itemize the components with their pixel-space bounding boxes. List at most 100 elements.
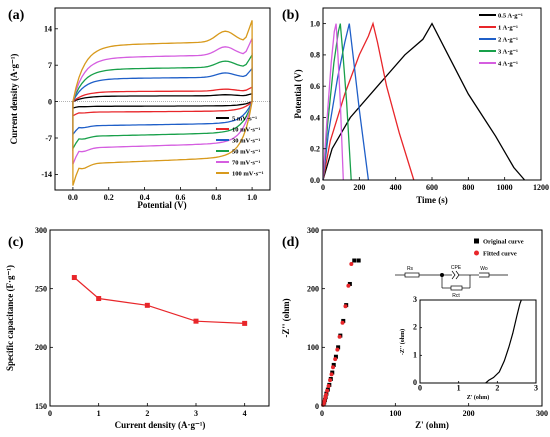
inset-background <box>420 300 536 383</box>
y-tick-label: 14 <box>44 25 52 34</box>
x-tick-label: 400 <box>390 183 402 192</box>
y-tick-label: 0.8 <box>310 51 320 60</box>
y-tick-label: 0.6 <box>310 82 320 91</box>
y-tick-label: 0 <box>48 97 52 106</box>
nyquist-fitted-point <box>329 372 334 377</box>
x-tick-label: 200 <box>463 409 475 418</box>
panel-d-inset: 0 1 2 3 0 1 2 3 Z' (ohm) -Z'' (ohm) <box>399 295 538 401</box>
y-tick-label: -14 <box>41 170 52 179</box>
nyquist-fitted-point <box>343 304 348 309</box>
inset-y-axis-title: -Z'' (ohm) <box>399 329 406 355</box>
panel-b-legend: 0.5 A·g⁻¹ 1 A·g⁻¹ 2 A·g⁻¹ 3 A·g⁻¹ 4 A·g⁻¹ <box>479 13 523 68</box>
nyquist-original-point <box>336 345 341 350</box>
panel-a-frame <box>54 7 271 191</box>
circuit-cpe-label: CPE <box>451 265 462 271</box>
panel-c-x-ticks: 0 1 2 3 4 <box>48 403 247 418</box>
x-tick-label: 4 <box>243 409 247 418</box>
nyquist-fitted-point <box>328 378 333 383</box>
legend-label-1: Fitted curve <box>483 251 517 258</box>
legend-label-5: 100 mV·s⁻¹ <box>232 171 264 178</box>
panel-d-plot-area <box>321 258 361 407</box>
y-tick-label: 300 <box>35 226 47 235</box>
x-tick-label: 1.0 <box>247 193 257 202</box>
x-tick-label: 300 <box>536 409 548 418</box>
nyquist-fitted-point <box>337 334 342 339</box>
circuit-rct-label: Rct <box>452 293 460 299</box>
inset-y-ticks: 0 1 2 3 <box>413 295 422 387</box>
x-tick-label: 1200 <box>533 183 549 192</box>
panel-b-x-axis-title: Time (s) <box>416 195 448 205</box>
cv-curve-4 <box>72 38 253 165</box>
gcd-curve-2 <box>322 23 370 181</box>
x-tick-label: 800 <box>462 183 474 192</box>
nyquist-fitted-point <box>335 347 340 352</box>
circuit-rs-resistor <box>404 272 420 278</box>
y-tick-label: 100 <box>307 343 319 352</box>
circuit-wo-label: Wo <box>480 266 488 272</box>
panel-b-frame <box>322 7 542 181</box>
capacitance-point <box>193 318 199 324</box>
y-tick-label: 0.4 <box>310 113 320 122</box>
panel-d-y-axis-title: -Z'' (ohm) <box>281 298 291 337</box>
capacitance-point <box>96 296 102 302</box>
inset-x-axis-title: Z' (ohm) <box>467 394 490 401</box>
legend-marker-circle <box>474 250 479 256</box>
x-tick-label: 1 <box>97 409 101 418</box>
y-tick-label: 7 <box>48 61 52 70</box>
y-tick-label: 3 <box>413 295 417 304</box>
x-tick-label: 0 <box>320 409 324 418</box>
y-tick-label: 0 <box>315 402 319 411</box>
panel-a-y-ticks: -14 -7 0 7 14 <box>41 25 58 179</box>
x-tick-label: 1000 <box>497 183 513 192</box>
panel-c-frame <box>49 229 270 407</box>
nyquist-fitted-point <box>325 388 330 393</box>
y-tick-label: 0.2 <box>310 145 320 154</box>
y-tick-label: 2 <box>413 323 417 332</box>
nyquist-fitted-point <box>333 357 338 362</box>
capacitance-point <box>71 275 77 281</box>
panel-b-gcd-curves: (b) 0 200 400 600 800 1000 1200 0.00.20.40.60.… <box>282 7 549 205</box>
nyquist-original-point <box>331 362 336 367</box>
x-tick-label: 2 <box>495 384 499 393</box>
panel-d-legend: Original curve Fitted curve <box>474 238 524 258</box>
panel-b-x-ticks: 0 200 400 600 800 1000 1200 <box>321 177 549 192</box>
legend-label-0: 0.5 A·g⁻¹ <box>498 13 523 20</box>
panel-a-plot-area <box>55 20 270 186</box>
inset-x-ticks: 0 1 2 3 <box>418 381 538 393</box>
panel-c-label: (c) <box>8 235 24 250</box>
y-tick-label: 250 <box>35 284 47 293</box>
legend-label-1: 1 A·g⁻¹ <box>498 25 518 32</box>
x-tick-label: 0.0 <box>68 193 78 202</box>
x-tick-label: 0 <box>321 183 325 192</box>
nyquist-original-point <box>356 258 361 263</box>
legend-label-0: 5 mV·s⁻¹ <box>232 116 257 123</box>
panel-d-y-ticks: 0 100 200 300 <box>307 226 325 411</box>
gcd-curve-4 <box>322 23 344 181</box>
panel-a-x-ticks: 0.0 0.2 0.4 0.6 0.8 1.0 <box>68 187 257 202</box>
panel-d-frame <box>321 229 543 407</box>
capacitance-point <box>144 302 150 308</box>
panel-c-y-ticks: 150 200 250 300 <box>35 226 53 411</box>
y-tick-label: 0 <box>413 378 417 387</box>
panel-a-y-axis-title: Current density (A·g⁻¹) <box>9 54 19 145</box>
y-tick-label: 1.0 <box>310 19 320 28</box>
inset-curve <box>485 299 522 384</box>
panel-d-x-ticks: 0 100 200 300 <box>320 403 548 418</box>
cv-curve-5 <box>72 20 253 186</box>
panel-b-y-axis-title: Potential (V) <box>293 69 303 118</box>
x-tick-label: 2 <box>145 409 149 418</box>
circuit-cpe-element <box>451 270 460 280</box>
nyquist-original-point <box>352 258 357 263</box>
x-tick-label: 0.2 <box>104 193 114 202</box>
panel-d-label: (d) <box>282 235 299 250</box>
nyquist-original-point <box>333 354 338 359</box>
y-tick-label: -7 <box>45 134 52 143</box>
panel-c-y-axis-title: Specific capacitance (F·g⁻¹) <box>5 265 15 371</box>
x-tick-label: 0.6 <box>175 193 185 202</box>
legend-label-2: 30 mV·s⁻¹ <box>232 138 260 145</box>
circuit-rct-resistor <box>450 285 463 291</box>
x-tick-label: 600 <box>426 183 438 192</box>
legend-label-4: 70 mV·s⁻¹ <box>232 160 260 167</box>
panel-b-label: (b) <box>282 8 299 23</box>
